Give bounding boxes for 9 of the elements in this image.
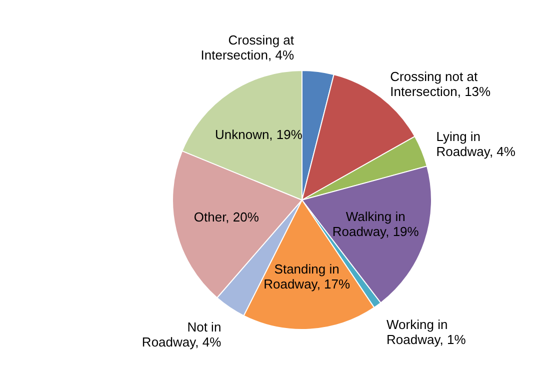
- slice-label: Working in Roadway, 1%: [386, 316, 466, 347]
- slice-label: Crossing not at Intersection, 13%: [390, 68, 492, 99]
- slice-label: Walking in Roadway, 19%: [332, 209, 420, 240]
- slice-label: Unknown, 19%: [214, 127, 303, 142]
- slice-label: Standing in Roadway, 17%: [264, 262, 351, 292]
- slice-label: Other, 20%: [194, 210, 260, 225]
- slice-label: Not in Roadway, 4%: [142, 320, 222, 350]
- slice-label: Lying in Roadway, 4%: [436, 129, 516, 160]
- slice-label: Crossing at Intersection, 4%: [200, 32, 294, 63]
